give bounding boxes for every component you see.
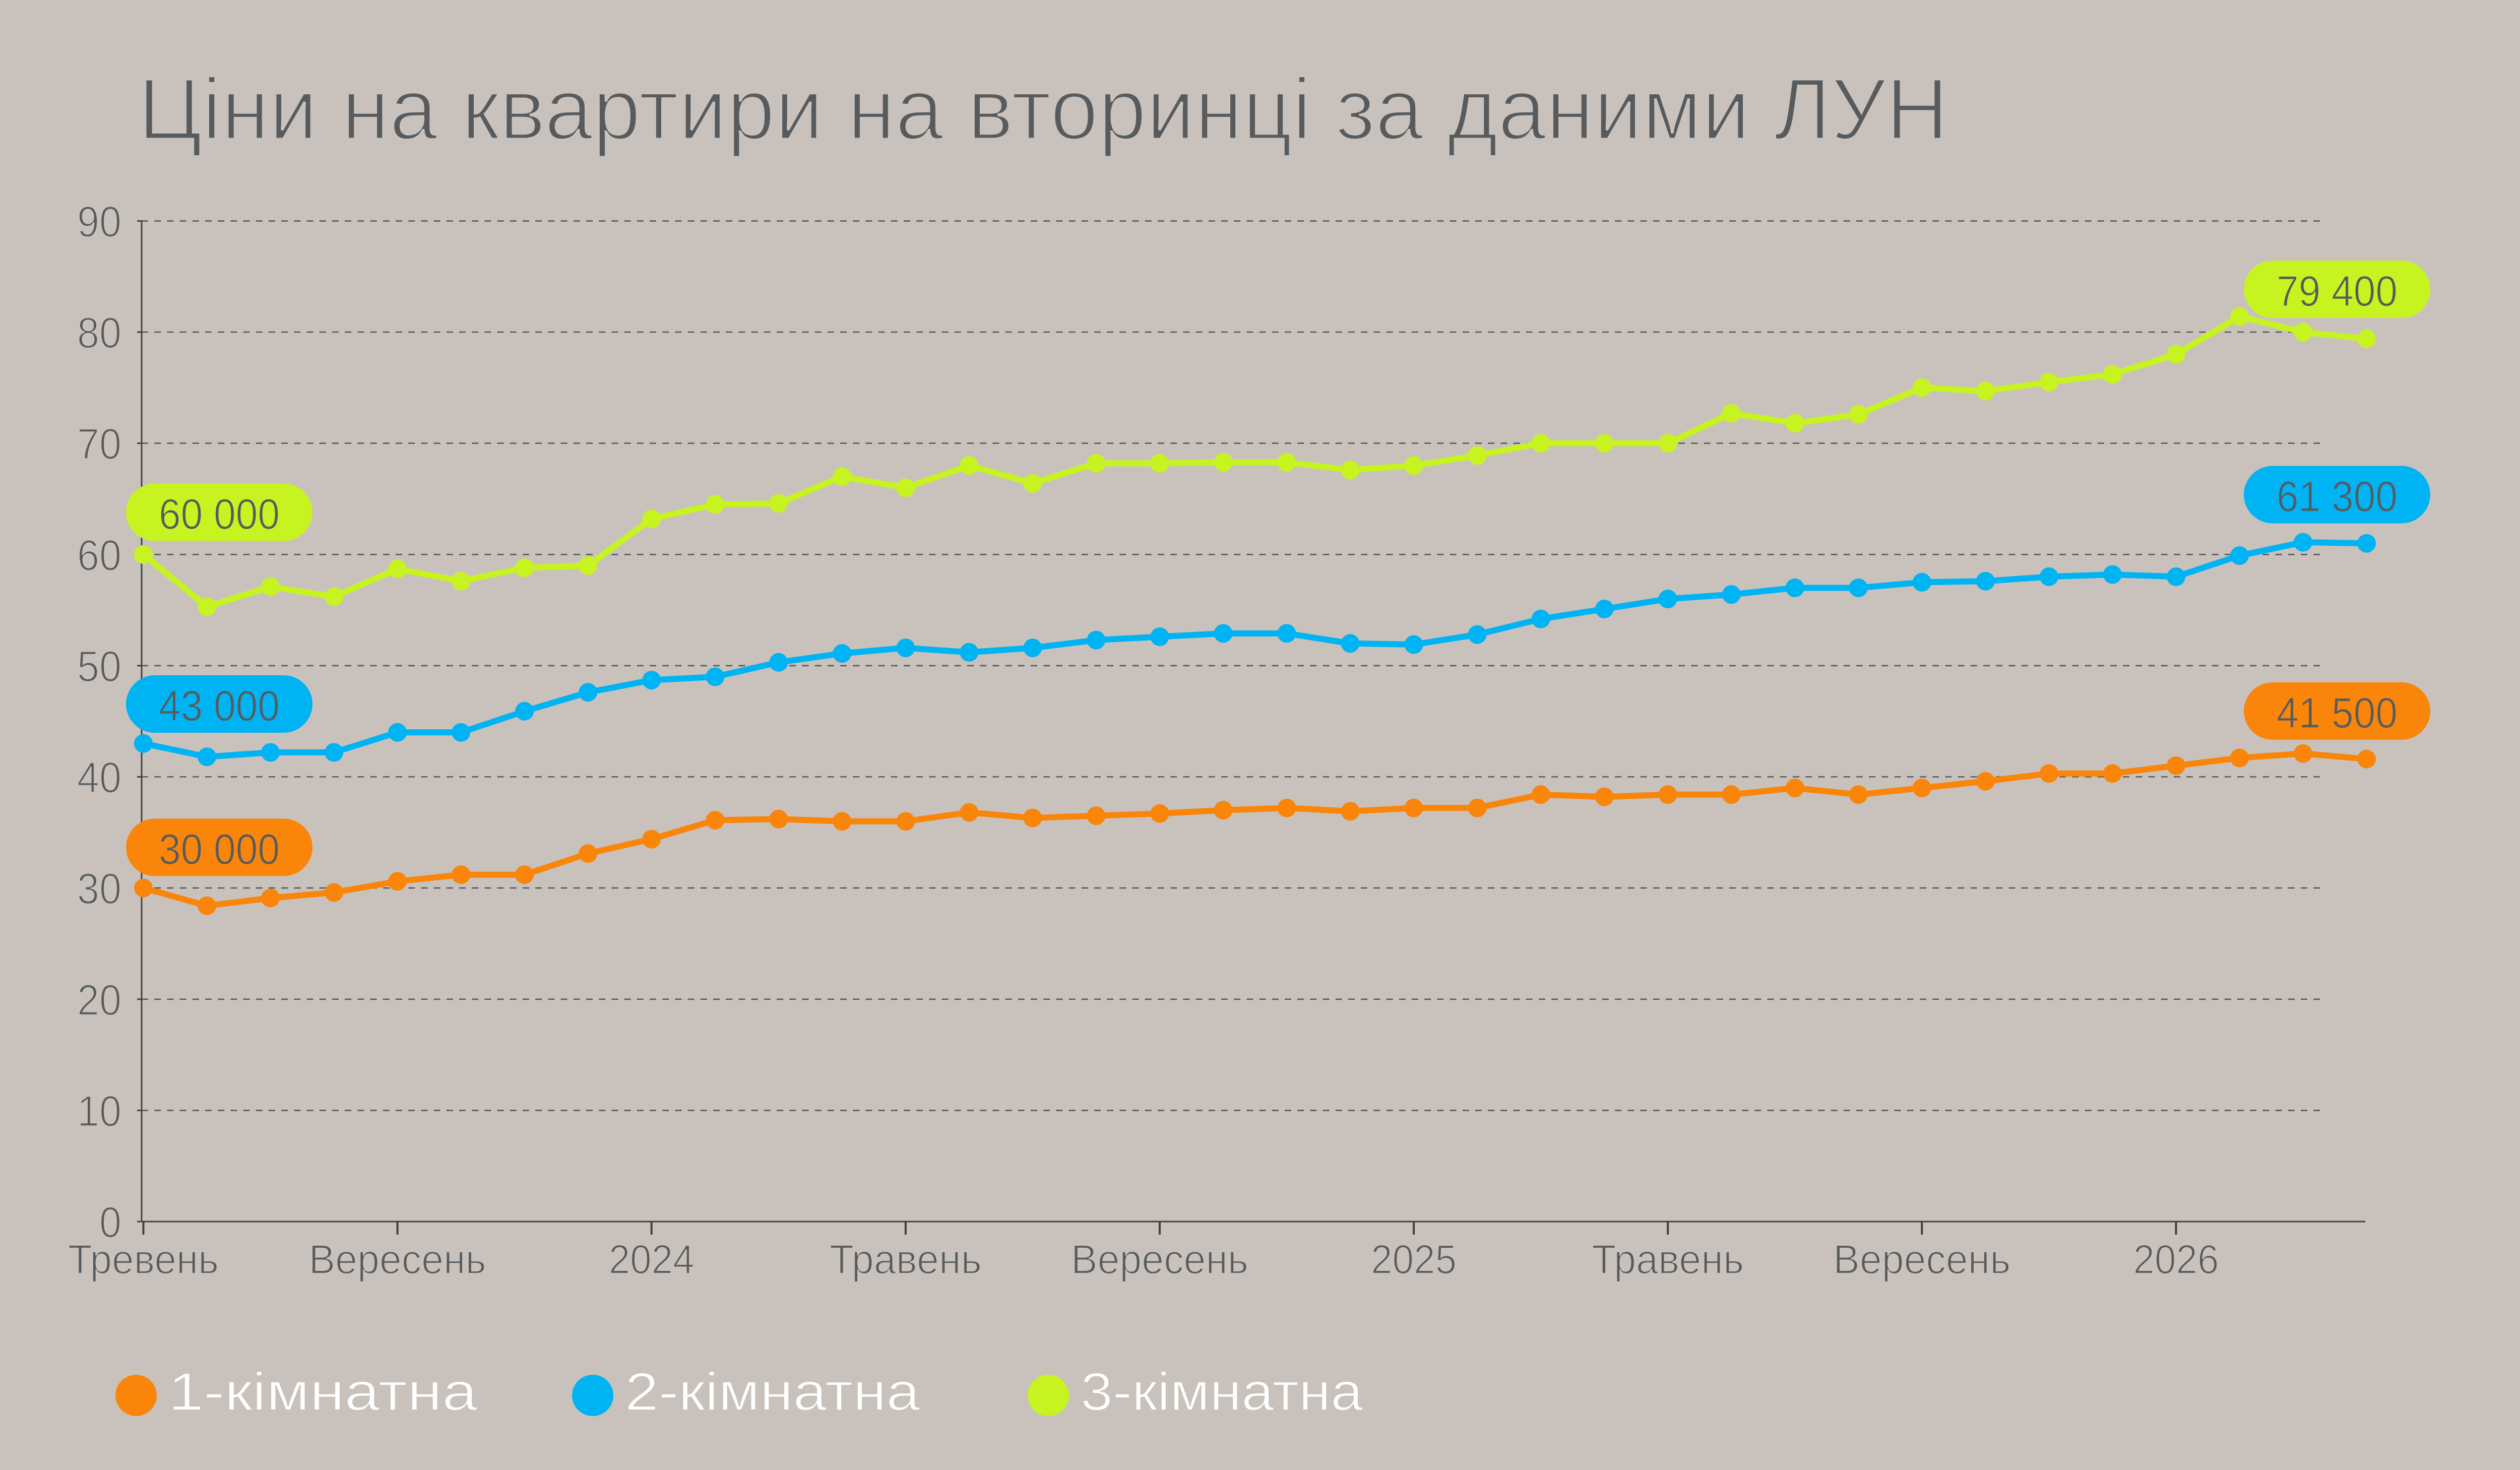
svg-text:70: 70 <box>77 420 121 469</box>
svg-text:1-кімнатна: 1-кімнатна <box>168 1362 477 1422</box>
svg-text:2026: 2026 <box>2133 1237 2219 1283</box>
svg-text:0: 0 <box>99 1198 121 1247</box>
svg-text:Тревень: Тревень <box>68 1237 219 1283</box>
svg-text:90: 90 <box>77 198 121 246</box>
svg-text:80: 80 <box>77 309 121 357</box>
svg-text:20: 20 <box>77 976 121 1025</box>
svg-text:Травень: Травень <box>830 1237 982 1283</box>
svg-text:79 400: 79 400 <box>2277 268 2398 315</box>
svg-text:30 000: 30 000 <box>159 826 280 874</box>
svg-text:60: 60 <box>77 531 121 580</box>
svg-text:Ціни на квартири на вторинці з: Ціни на квартири на вторинці за даними Л… <box>138 60 1948 158</box>
svg-text:Вересень: Вересень <box>1071 1237 1248 1283</box>
svg-text:2024: 2024 <box>609 1237 695 1283</box>
svg-text:50: 50 <box>77 643 121 691</box>
svg-text:40: 40 <box>77 754 121 802</box>
svg-text:Вересень: Вересень <box>309 1237 486 1283</box>
svg-text:2-кімнатна: 2-кімнатна <box>625 1362 920 1422</box>
svg-text:3-кімнатна: 3-кімнатна <box>1081 1362 1363 1422</box>
svg-text:41 500: 41 500 <box>2277 689 2398 737</box>
svg-text:10: 10 <box>77 1087 121 1135</box>
svg-text:Травень: Травень <box>1592 1237 1744 1283</box>
svg-text:60 000: 60 000 <box>159 491 280 539</box>
svg-text:30: 30 <box>77 865 121 913</box>
svg-text:43 000: 43 000 <box>159 682 280 730</box>
svg-text:Вересень: Вересень <box>1833 1237 2010 1283</box>
svg-text:61 300: 61 300 <box>2277 473 2398 521</box>
svg-text:2025: 2025 <box>1371 1237 1457 1283</box>
